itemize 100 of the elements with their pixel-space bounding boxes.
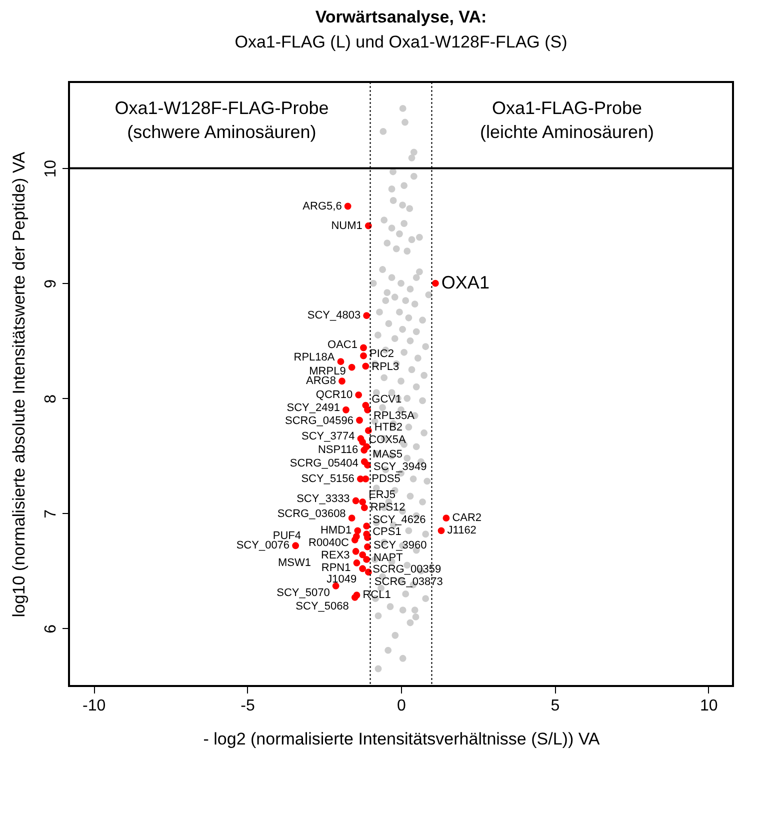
- annotation: COX5A: [368, 434, 407, 446]
- annotation: R0040C: [308, 536, 349, 549]
- point: [342, 406, 350, 414]
- annotation: CPS1: [372, 526, 402, 538]
- point: [359, 498, 366, 506]
- x-tick-label: 10: [700, 698, 718, 714]
- annotation: Oxa1-FLAG-Probe (leichte Aminosäuren): [480, 98, 654, 142]
- chart-subtitle: Oxa1-FLAG (L) und Oxa1-W128F-FLAG (S): [234, 32, 568, 52]
- annotation: SCY_5070: [276, 586, 330, 599]
- x-axis-title: - log2 (normalisierte Intensitätsverhältnisse (S/L)) VA: [203, 730, 600, 748]
- annotation: NAPT: [373, 552, 404, 564]
- point: [344, 202, 352, 210]
- annotation: CAR2: [452, 512, 482, 524]
- point: [360, 344, 367, 352]
- annotation: RPL3: [372, 361, 400, 374]
- point: [364, 427, 372, 434]
- point: [355, 391, 362, 398]
- point: [348, 514, 356, 522]
- point: [364, 568, 372, 576]
- annotation: SCRG_03608: [277, 508, 346, 520]
- annotation: SCY_4626: [372, 514, 426, 526]
- y-tick-label: 10: [42, 160, 60, 178]
- annotation: GCV1: [372, 393, 402, 406]
- point: [364, 543, 371, 550]
- x-tick-label: -5: [240, 698, 256, 714]
- point: [338, 378, 346, 385]
- annotation: RCL1: [362, 589, 391, 602]
- x-tick-label: 0: [397, 698, 406, 714]
- annotation: J1162: [447, 524, 476, 537]
- annotation: SCY_4803: [307, 310, 361, 322]
- point: [363, 522, 370, 530]
- annotation: J1049: [326, 574, 357, 586]
- point: [351, 536, 358, 544]
- annotation: RPN1: [321, 562, 351, 574]
- y-tick-label: 8: [42, 394, 60, 404]
- annotation: OAC1: [328, 338, 358, 351]
- annotation: NSP116: [318, 444, 358, 456]
- y-tick-label: 7: [42, 509, 60, 518]
- point: [442, 514, 450, 522]
- annotation: SCY_3949: [373, 461, 427, 474]
- annotation: ERJ5: [368, 488, 396, 501]
- x-tick-label: -10: [82, 698, 106, 714]
- x-tick-label: 5: [550, 698, 560, 714]
- annotation: SCY_5156: [301, 472, 354, 485]
- point: [348, 364, 356, 371]
- point: [364, 462, 371, 469]
- annotation: RPL35A: [373, 410, 416, 422]
- point: [359, 551, 366, 558]
- annotation: OXA1: [441, 272, 490, 292]
- annotation: ARG5,6: [302, 200, 342, 212]
- point: [360, 504, 368, 512]
- y-axis-title: log10 (normalisierte absolute Intensitätswerte der Peptide) VA: [10, 151, 28, 618]
- annotation: SCY_3960: [373, 540, 427, 552]
- annotation: Oxa1-W128F-FLAG-Probe (schwere Aminosäuren): [114, 98, 329, 142]
- point: [337, 358, 344, 366]
- point: [354, 527, 362, 534]
- annotation: SCRG_03873: [374, 576, 443, 588]
- point: [356, 416, 363, 424]
- point: [364, 406, 371, 414]
- annotation: MSW1: [278, 557, 311, 569]
- annotation: SCRG_00359: [372, 563, 442, 576]
- point: [292, 542, 300, 550]
- annotation: SCRG_04596: [285, 415, 354, 428]
- annotation: SCY_0076: [236, 540, 290, 552]
- point: [362, 475, 370, 482]
- point: [360, 352, 367, 360]
- annotation: QCR10: [316, 388, 353, 401]
- point: [353, 559, 360, 566]
- point: [359, 438, 366, 446]
- annotation: ARG8: [306, 375, 336, 388]
- annotation: REX3: [321, 549, 350, 562]
- point: [364, 222, 372, 230]
- annotation: MRPL9: [309, 365, 346, 378]
- annotation: HTB2: [374, 422, 403, 434]
- point: [362, 362, 370, 370]
- point: [363, 312, 370, 320]
- annotation: SCY_5068: [296, 600, 349, 612]
- annotation: NUM1: [331, 220, 362, 232]
- annotation: SCY_3333: [296, 492, 350, 505]
- annotation: SCRG_05404: [290, 458, 358, 470]
- annotation: RPS12: [370, 502, 406, 514]
- point: [352, 548, 360, 555]
- y-tick-label: 6: [42, 624, 60, 634]
- annotation: PIC2: [369, 348, 394, 360]
- annotation: SCY_3774: [302, 430, 355, 443]
- annotation: PUF4: [272, 530, 301, 542]
- annotation: SCY_2491: [286, 402, 340, 414]
- chart-title: Vorwärtsanalyse, VA:: [315, 8, 487, 26]
- point: [352, 497, 360, 504]
- point: [364, 534, 371, 542]
- point: [432, 280, 439, 287]
- point: [359, 565, 366, 572]
- y-tick-label: 9: [42, 279, 60, 288]
- point: [438, 527, 445, 534]
- annotation: MAS5: [372, 448, 403, 461]
- annotation: RPL18A: [294, 352, 336, 364]
- annotation: PDS5: [372, 472, 400, 485]
- point: [360, 446, 368, 454]
- point: [363, 556, 370, 563]
- annotation: HMD1: [320, 524, 352, 537]
